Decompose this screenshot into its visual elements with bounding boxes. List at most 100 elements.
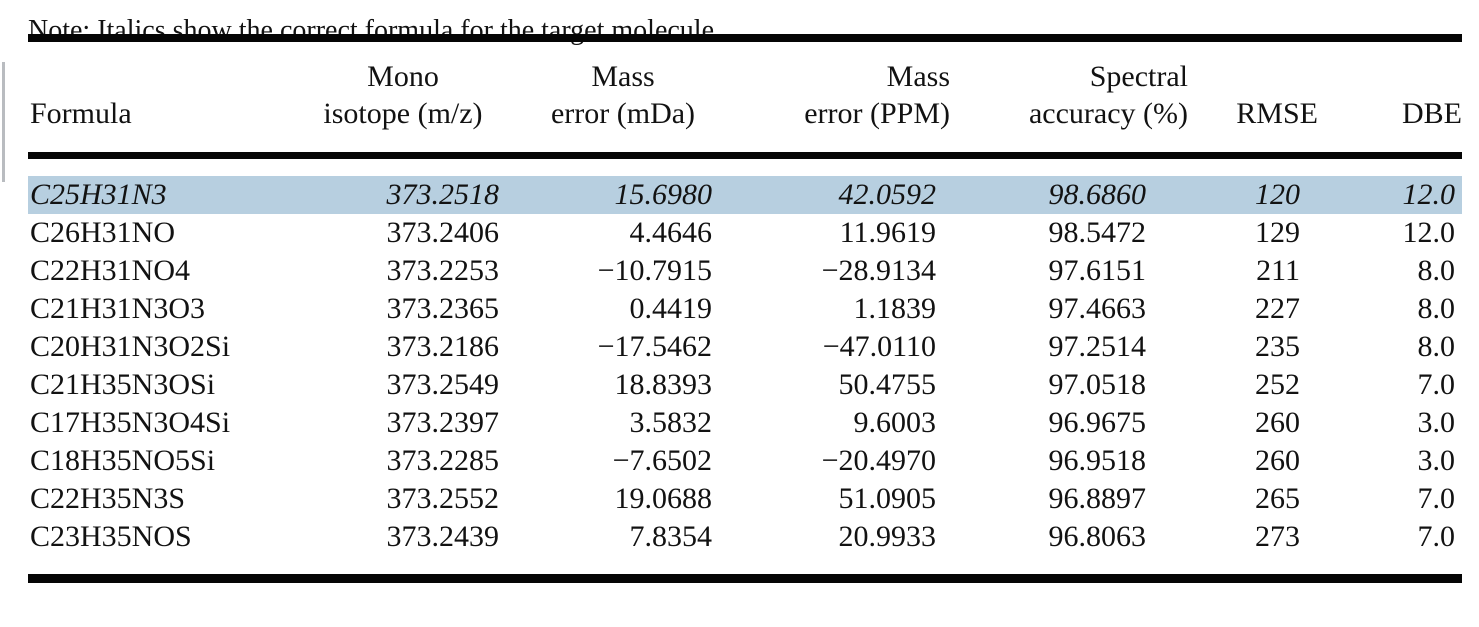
cell-formula: C23H35NOS <box>30 520 192 553</box>
formula-candidates-table: Formula Mono isotope (m/z) Mass error (m… <box>28 34 1462 583</box>
table-row: C21H31N3O3 373.2365 0.4419 1.1839 97.466… <box>28 290 1462 328</box>
header-line: Mass <box>591 60 655 93</box>
cell-dbe: 7.0 <box>1417 520 1456 553</box>
cell-spectral-accuracy: 98.5472 <box>1048 216 1147 249</box>
cell-rmse: 211 <box>1256 254 1300 287</box>
cell-rmse: 227 <box>1255 292 1300 325</box>
cell-rmse: 129 <box>1255 216 1300 249</box>
cell-dbe: 8.0 <box>1417 292 1456 325</box>
cell-rmse: 120 <box>1255 178 1300 211</box>
cell-mono-isotope: 373.2549 <box>386 368 500 401</box>
cell-dbe: 3.0 <box>1417 444 1456 477</box>
rule-bottom <box>28 574 1462 583</box>
cell-mass-error-mda: 7.8354 <box>629 520 713 553</box>
column-header-mono-isotope: Mono isotope (m/z) <box>288 58 518 132</box>
cell-mass-error-ppm: 20.9933 <box>838 520 937 553</box>
table-row: C22H35N3S 373.2552 19.0688 51.0905 96.88… <box>28 480 1462 518</box>
cell-rmse: 260 <box>1255 406 1300 439</box>
cell-dbe: 8.0 <box>1417 330 1456 363</box>
cell-spectral-accuracy: 97.2514 <box>1048 330 1147 363</box>
cell-mass-error-ppm: 9.6003 <box>853 406 937 439</box>
cell-spectral-accuracy: 97.4663 <box>1048 292 1147 325</box>
cell-spectral-accuracy: 98.6860 <box>1048 178 1147 211</box>
column-header-dbe: DBE <box>1318 95 1462 132</box>
cell-dbe: 7.0 <box>1417 368 1456 401</box>
cell-mass-error-mda: 4.4646 <box>629 216 713 249</box>
cell-dbe: 12.0 <box>1402 178 1456 211</box>
column-header-rmse: RMSE <box>1188 95 1318 132</box>
cell-rmse: 252 <box>1255 368 1300 401</box>
cell-formula: C22H31NO4 <box>30 254 191 287</box>
cell-spectral-accuracy: 96.8897 <box>1048 482 1147 515</box>
cell-formula: C21H31N3O3 <box>30 292 206 325</box>
table-header-row: Formula Mono isotope (m/z) Mass error (m… <box>28 42 1462 152</box>
cell-dbe: 12.0 <box>1402 216 1456 249</box>
header-line: Spectral <box>1089 60 1188 93</box>
table-row: C20H31N3O2Si 373.2186 −17.5462 −47.0110 … <box>28 328 1462 366</box>
cell-mass-error-ppm: 42.0592 <box>838 178 937 211</box>
table-row: C18H35NO5Si 373.2285 −7.6502 −20.4970 96… <box>28 442 1462 480</box>
cell-mass-error-mda: −17.5462 <box>597 330 712 363</box>
cell-mono-isotope: 373.2285 <box>386 444 500 477</box>
cell-spectral-accuracy: 97.0518 <box>1048 368 1147 401</box>
cell-rmse: 260 <box>1255 444 1300 477</box>
cell-mass-error-ppm: 11.9619 <box>839 216 936 249</box>
cell-mono-isotope: 373.2186 <box>386 330 500 363</box>
cell-rmse: 235 <box>1255 330 1300 363</box>
cell-mass-error-mda: 19.0688 <box>614 482 713 515</box>
cell-mono-isotope: 373.2397 <box>386 406 500 439</box>
cell-mass-error-mda: −7.6502 <box>612 444 712 477</box>
cell-spectral-accuracy: 96.9675 <box>1048 406 1147 439</box>
header-line: Formula <box>30 97 132 130</box>
cell-mono-isotope: 373.2365 <box>386 292 500 325</box>
cell-mass-error-ppm: −28.9134 <box>821 254 936 287</box>
cell-mass-error-mda: −10.7915 <box>597 254 712 287</box>
header-line: accuracy (%) <box>1028 97 1188 130</box>
cell-mass-error-ppm: 51.0905 <box>838 482 937 515</box>
header-line: isotope (m/z) <box>323 97 483 130</box>
cell-mass-error-mda: 18.8393 <box>614 368 713 401</box>
table-row: C26H31NO 373.2406 4.4646 11.9619 98.5472… <box>28 214 1462 252</box>
cell-mono-isotope: 373.2552 <box>386 482 500 515</box>
cell-mono-isotope: 373.2518 <box>386 178 500 211</box>
table-row: C23H35NOS 373.2439 7.8354 20.9933 96.806… <box>28 518 1462 556</box>
cell-spectral-accuracy: 97.6151 <box>1048 254 1147 287</box>
table-row-highlighted: C25H31N3 373.2518 15.6980 42.0592 98.686… <box>28 176 1462 214</box>
cell-mass-error-mda: 3.5832 <box>629 406 713 439</box>
cell-mass-error-mda: 0.4419 <box>629 292 713 325</box>
header-line: RMSE <box>1236 97 1318 130</box>
header-line: DBE <box>1402 97 1462 130</box>
cell-formula: C20H31N3O2Si <box>30 330 231 363</box>
cell-spectral-accuracy: 96.9518 <box>1048 444 1147 477</box>
cell-formula: C17H35N3O4Si <box>30 406 231 439</box>
column-header-mass-error-ppm: Mass error (PPM) <box>728 58 958 132</box>
table-row: C17H35N3O4Si 373.2397 3.5832 9.6003 96.9… <box>28 404 1462 442</box>
cell-mass-error-ppm: 50.4755 <box>838 368 937 401</box>
cell-dbe: 8.0 <box>1417 254 1456 287</box>
table-body: C25H31N3 373.2518 15.6980 42.0592 98.686… <box>28 159 1462 574</box>
cell-dbe: 7.0 <box>1417 482 1456 515</box>
paper-table-figure: Formula Mono isotope (m/z) Mass error (m… <box>0 14 1479 627</box>
table-row: C22H31NO4 373.2253 −10.7915 −28.9134 97.… <box>28 252 1462 290</box>
cell-mass-error-ppm: −47.0110 <box>822 330 936 363</box>
cell-dbe: 3.0 <box>1417 406 1456 439</box>
column-header-spectral-accuracy: Spectral accuracy (%) <box>958 58 1188 132</box>
cell-spectral-accuracy: 96.8063 <box>1048 520 1147 553</box>
scan-artifact <box>2 62 5 182</box>
cell-formula: C26H31NO <box>30 216 176 249</box>
header-line: Mass <box>886 60 950 93</box>
cell-mass-error-mda: 15.6980 <box>614 178 713 211</box>
cell-formula: C22H35N3S <box>30 482 186 515</box>
header-line: error (PPM) <box>804 97 950 130</box>
header-line: Mono <box>367 60 439 93</box>
rule-top <box>28 34 1462 42</box>
header-line: error (mDa) <box>550 97 696 130</box>
cell-formula: C18H35NO5Si <box>30 444 216 477</box>
cell-mono-isotope: 373.2253 <box>386 254 500 287</box>
cell-mono-isotope: 373.2406 <box>386 216 500 249</box>
cell-rmse: 273 <box>1255 520 1300 553</box>
column-header-mass-error-mda: Mass error (mDa) <box>518 58 728 132</box>
cell-formula: C25H31N3 <box>30 178 167 211</box>
cell-mono-isotope: 373.2439 <box>386 520 500 553</box>
cell-rmse: 265 <box>1255 482 1300 515</box>
